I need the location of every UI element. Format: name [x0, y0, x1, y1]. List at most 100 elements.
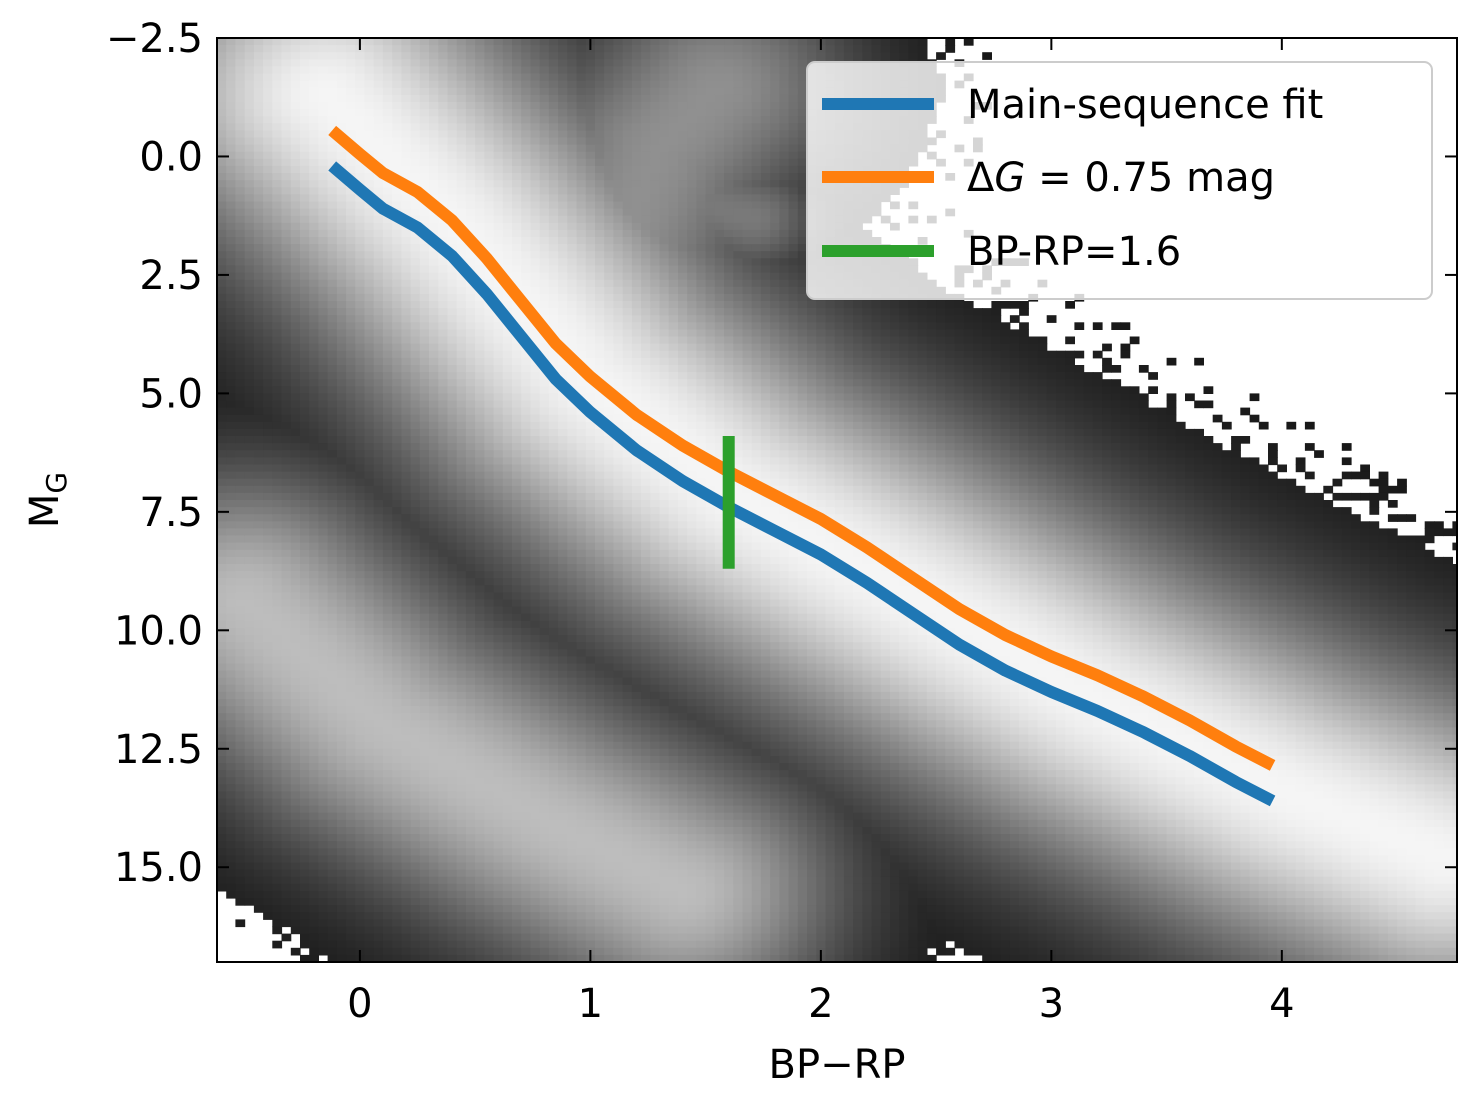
- density-cell: [401, 386, 412, 394]
- density-cell: [355, 684, 366, 693]
- density-cell: [429, 386, 439, 394]
- density-cell: [539, 286, 550, 295]
- density-cell: [263, 237, 273, 245]
- density-cell: [318, 492, 329, 501]
- density-cell: [502, 670, 513, 679]
- density-cell: [382, 684, 393, 693]
- density-cell: [373, 706, 384, 714]
- density-cell: [272, 414, 283, 423]
- density-cell: [392, 59, 402, 67]
- density-cell: [244, 862, 255, 871]
- density-cell: [263, 748, 273, 757]
- density-cell: [521, 73, 531, 82]
- density-cell: [419, 137, 430, 146]
- density-cell: [235, 564, 246, 572]
- density-cell: [558, 428, 568, 437]
- density-cell: [318, 912, 329, 920]
- density-cell: [272, 229, 283, 238]
- density-cell: [447, 66, 458, 75]
- density-cell: [429, 684, 439, 693]
- density-cell: [438, 706, 449, 714]
- density-cell: [290, 94, 301, 103]
- density-cell: [253, 748, 264, 757]
- density-cell: [539, 649, 550, 657]
- density-cell: [382, 301, 393, 309]
- density-cell: [465, 180, 476, 188]
- density-cell: [244, 500, 255, 508]
- density-cell: [484, 592, 495, 601]
- density-cell: [244, 286, 255, 295]
- density-cell: [300, 741, 310, 750]
- density-cell: [456, 869, 467, 878]
- density-cell: [253, 386, 264, 394]
- density-cell: [272, 841, 283, 849]
- density-cell: [567, 514, 578, 522]
- density-cell: [272, 80, 283, 89]
- density-cell: [410, 770, 421, 778]
- density-cell: [373, 819, 384, 828]
- density-cell: [539, 791, 550, 800]
- density-cell: [410, 80, 421, 89]
- density-cell: [309, 436, 319, 444]
- density-cell: [419, 73, 430, 82]
- density-cell: [281, 109, 292, 117]
- density-cell: [456, 691, 467, 700]
- density-cell: [382, 734, 393, 743]
- density-cell: [318, 365, 329, 373]
- density-cell: [447, 393, 458, 402]
- density-cell: [373, 755, 384, 764]
- density-cell: [512, 350, 522, 359]
- density-cell: [392, 265, 402, 274]
- density-cell: [512, 862, 522, 871]
- density-cell: [419, 343, 430, 352]
- density-cell: [548, 542, 559, 551]
- density-cell: [410, 251, 421, 259]
- density-cell: [364, 322, 375, 330]
- density-cell: [567, 471, 578, 480]
- density-cell: [217, 343, 227, 352]
- density-cell: [355, 869, 366, 878]
- density-cell: [548, 258, 559, 266]
- density-cell: [410, 549, 421, 558]
- density-cell: [456, 926, 467, 935]
- density-cell: [447, 457, 458, 466]
- density-cell: [401, 158, 412, 167]
- density-cell: [530, 80, 541, 89]
- density-cell: [327, 507, 338, 515]
- density-cell: [493, 45, 504, 53]
- density-cell: [318, 556, 329, 565]
- density-cell: [281, 279, 292, 288]
- density-cell: [558, 706, 568, 714]
- density-cell: [502, 457, 513, 466]
- density-cell: [217, 627, 227, 636]
- density-cell: [346, 684, 356, 693]
- density-cell: [217, 379, 227, 387]
- density-cell: [217, 308, 227, 316]
- density-cell: [281, 329, 292, 338]
- density-cell: [419, 919, 430, 928]
- density-cell: [410, 286, 421, 295]
- density-cell: [419, 116, 430, 124]
- density-cell: [410, 492, 421, 501]
- density-cell: [263, 812, 273, 821]
- density-cell: [382, 322, 393, 330]
- density-cell: [327, 500, 338, 508]
- density-cell: [438, 919, 449, 928]
- density-cell: [401, 279, 412, 288]
- density-cell: [253, 627, 264, 636]
- density-cell: [327, 144, 338, 153]
- density-cell: [456, 87, 467, 96]
- density-cell: [438, 954, 449, 962]
- density-cell: [419, 286, 430, 295]
- density-cell: [253, 670, 264, 679]
- density-cell: [327, 933, 338, 942]
- density-cell: [318, 66, 329, 75]
- density-cell: [530, 755, 541, 764]
- density-cell: [401, 144, 412, 153]
- density-cell: [300, 165, 310, 174]
- density-cell: [226, 123, 236, 131]
- density-cell: [263, 670, 273, 679]
- density-cell: [438, 713, 449, 721]
- density-cell: [530, 635, 541, 643]
- density-cell: [392, 443, 402, 451]
